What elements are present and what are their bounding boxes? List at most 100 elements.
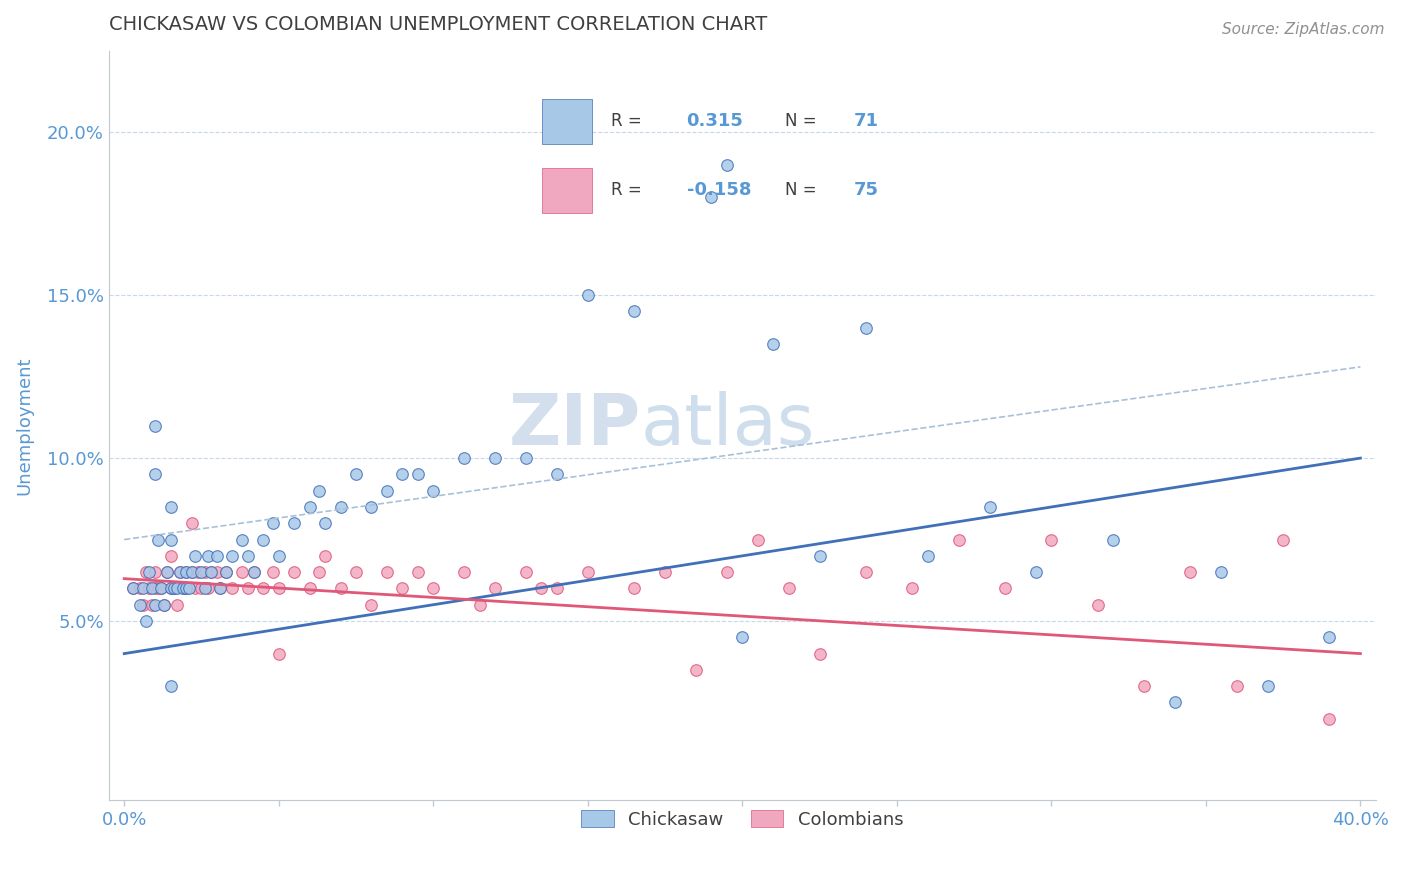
Point [314, 516, 336, 531]
Point [484, 451, 506, 466]
Point [193, 582, 215, 596]
Point [1164, 696, 1187, 710]
Point [138, 582, 160, 596]
Point [143, 467, 166, 482]
Point [174, 565, 197, 579]
Point [221, 582, 243, 596]
Point [298, 500, 321, 514]
Point [135, 614, 157, 628]
Point [159, 582, 181, 596]
Point [344, 565, 367, 579]
Legend: Chickasaw, Colombians: Chickasaw, Colombians [574, 803, 911, 836]
Point [917, 549, 939, 563]
Point [177, 582, 200, 596]
Point [901, 582, 924, 596]
Point [329, 500, 352, 514]
Point [236, 549, 259, 563]
Point [166, 582, 188, 596]
Point [1087, 598, 1109, 612]
Point [184, 549, 207, 563]
Point [685, 663, 707, 677]
Point [215, 565, 238, 579]
Point [262, 516, 284, 531]
Text: Source: ZipAtlas.com: Source: ZipAtlas.com [1222, 22, 1385, 37]
Point [135, 565, 157, 579]
Point [172, 582, 194, 596]
Point [166, 598, 188, 612]
Point [128, 598, 150, 612]
Point [948, 533, 970, 547]
Point [360, 598, 382, 612]
Point [208, 582, 231, 596]
Point [283, 565, 305, 579]
Point [576, 288, 599, 302]
Point [855, 565, 877, 579]
Point [252, 582, 274, 596]
Point [314, 549, 336, 563]
Point [163, 582, 186, 596]
Point [159, 500, 181, 514]
Point [546, 582, 568, 596]
Point [122, 582, 145, 596]
Text: ZIP: ZIP [509, 391, 641, 460]
Point [515, 565, 537, 579]
Point [979, 500, 1001, 514]
Point [1257, 679, 1279, 693]
Point [375, 483, 398, 498]
Point [205, 565, 228, 579]
Point [329, 582, 352, 596]
Point [391, 582, 413, 596]
Point [236, 582, 259, 596]
Point [184, 582, 207, 596]
Point [159, 582, 181, 596]
Point [267, 582, 290, 596]
Y-axis label: Unemployment: Unemployment [15, 356, 32, 495]
Point [143, 418, 166, 433]
Point [855, 320, 877, 334]
Point [654, 565, 676, 579]
Point [174, 582, 197, 596]
Point [375, 565, 398, 579]
Point [1180, 565, 1202, 579]
Point [468, 598, 491, 612]
Point [243, 565, 266, 579]
Point [344, 467, 367, 482]
Point [308, 483, 330, 498]
Point [141, 598, 163, 612]
Point [530, 582, 553, 596]
Point [221, 549, 243, 563]
Point [546, 467, 568, 482]
Point [1226, 679, 1249, 693]
Point [391, 467, 413, 482]
Point [132, 598, 155, 612]
Point [169, 565, 191, 579]
Point [994, 582, 1017, 596]
Text: CHICKASAW VS COLOMBIAN UNEMPLOYMENT CORRELATION CHART: CHICKASAW VS COLOMBIAN UNEMPLOYMENT CORR… [108, 15, 768, 34]
Point [808, 647, 831, 661]
Point [762, 337, 785, 351]
Point [716, 158, 738, 172]
Point [163, 582, 186, 596]
Point [174, 582, 197, 596]
Point [208, 582, 231, 596]
Point [172, 582, 194, 596]
Point [453, 451, 475, 466]
Point [200, 565, 222, 579]
Point [205, 549, 228, 563]
Point [731, 630, 754, 644]
Point [243, 565, 266, 579]
Point [1319, 630, 1341, 644]
Point [215, 565, 238, 579]
Point [141, 582, 163, 596]
Point [1133, 679, 1156, 693]
Point [200, 565, 222, 579]
Point [716, 565, 738, 579]
Point [159, 533, 181, 547]
Point [267, 647, 290, 661]
Point [406, 467, 429, 482]
Point [128, 582, 150, 596]
Point [360, 500, 382, 514]
Point [169, 565, 191, 579]
Point [267, 549, 290, 563]
Point [1211, 565, 1233, 579]
